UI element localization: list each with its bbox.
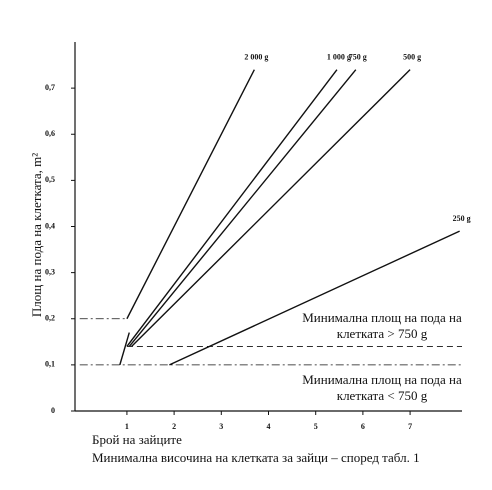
y-tick-label: 0,7 [45, 83, 55, 92]
series-label: 250 g [453, 214, 471, 223]
x-tick-label: 2 [172, 422, 176, 431]
y-axis-title: Площ на пода на клетката, m² [29, 153, 44, 317]
series-label: 750 g [349, 53, 367, 62]
series-line [126, 69, 255, 320]
y-tick-label: 0,4 [45, 221, 55, 230]
y-tick-label: 0,3 [45, 267, 55, 276]
series-label: 500 g [403, 53, 421, 62]
series-line [131, 69, 411, 347]
y-tick-label: 0,1 [45, 360, 55, 369]
annotation: клетката > 750 g [337, 326, 428, 341]
x-tick-label: 3 [219, 422, 223, 431]
y-tick-label: 0 [51, 406, 55, 415]
x-tick-label: 1 [125, 422, 129, 431]
series-line [119, 332, 130, 366]
x-axis-title: Брой на зайците [92, 432, 182, 447]
x-tick-label: 4 [267, 422, 271, 431]
annotation: клетката < 750 g [337, 388, 428, 403]
y-tick-label: 0,2 [45, 314, 55, 323]
y-tick-label: 0,5 [45, 175, 55, 184]
series-label: 1 000 g [327, 53, 351, 62]
x-tick-label: 6 [361, 422, 365, 431]
annotation: Минимална площ на пода на [302, 310, 462, 325]
series-label: 2 000 g [244, 53, 268, 62]
series-line [128, 69, 357, 347]
series-line [126, 69, 338, 347]
annotation: Минимална площ на пода на [302, 372, 462, 387]
y-tick-label: 0,6 [45, 129, 55, 138]
series-line [169, 230, 460, 366]
x-tick-label: 7 [408, 422, 412, 431]
x-tick-label: 5 [314, 422, 318, 431]
caption: Минимална височина на клетката за зайци … [92, 450, 420, 465]
